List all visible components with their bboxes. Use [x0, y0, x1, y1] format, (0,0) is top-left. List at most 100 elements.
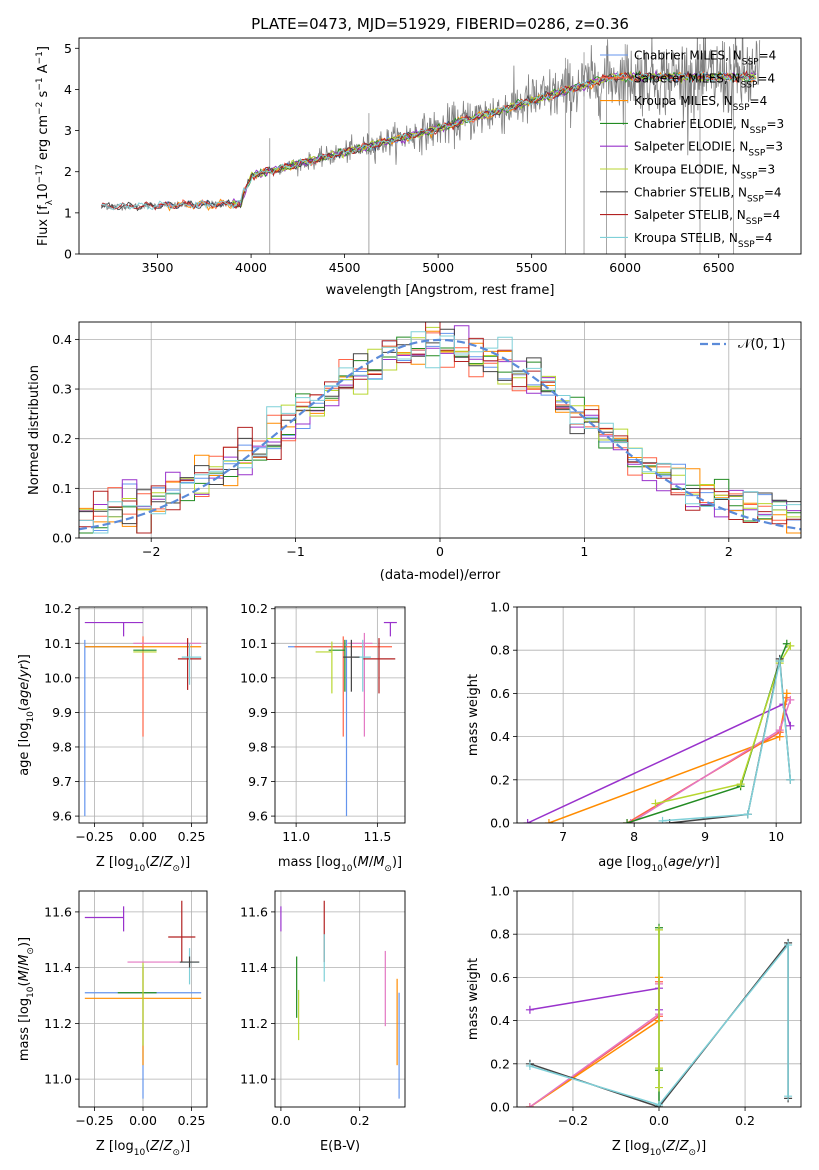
weight-marker: [655, 1100, 663, 1107]
y-tick-label: 9.9: [248, 705, 268, 720]
plot-area: [288, 621, 397, 817]
legend-entry: Salpeter MILES, NSSP=4: [634, 71, 775, 90]
y-tick-label: 0.2: [52, 431, 72, 446]
plot-area: [84, 621, 202, 817]
weight-line-2: [529, 977, 660, 1107]
x-tick-label: 11.5: [363, 829, 391, 844]
y-tick-label: 0.0: [52, 531, 72, 546]
y-tick-label: 9.9: [52, 705, 72, 720]
y-tick-label: 9.7: [52, 774, 72, 789]
x-tick-label: 0: [436, 544, 444, 559]
x-tick-label: 5500: [516, 260, 548, 275]
y-tick-label: 1: [64, 205, 72, 220]
y-tick-label: 0.0: [490, 1100, 510, 1115]
x-tick-label: −0.2: [558, 1113, 588, 1128]
x-axis-label: Z [log10(Z/Z⊙)]: [96, 855, 190, 874]
x-tick-label: −0.25: [75, 829, 113, 844]
legend-entry: Kroupa ELODIE, NSSP=3: [634, 163, 775, 182]
x-tick-label: 1: [580, 544, 588, 559]
weight-marker: [523, 819, 532, 823]
y-tick-label: 0.6: [490, 970, 510, 985]
weight-line-4: [626, 643, 788, 823]
weight-marker: [655, 925, 663, 934]
y-tick-label: 0.4: [490, 729, 510, 744]
weight-marker: [786, 721, 795, 730]
y-tick-label: 11.6: [44, 904, 72, 919]
legend-entry: Chabrier MILES, NSSP=4: [634, 49, 776, 68]
weight-marker: [786, 775, 795, 784]
model-line-3: [232, 70, 757, 204]
y-tick-label: 9.8: [248, 739, 268, 754]
x-tick-label: 3500: [142, 260, 174, 275]
y-tick-label: 0.2: [490, 1056, 510, 1071]
observed-spectrum: [101, 38, 761, 211]
y-tick-label: 10.0: [240, 670, 268, 685]
y-tick-label: 11.4: [44, 960, 72, 975]
weight-line-5: [655, 645, 791, 805]
y-tick-label: 5: [64, 41, 72, 56]
x-tick-label: 0.2: [735, 1113, 755, 1128]
x-tick-label: 0.00: [129, 1113, 157, 1128]
y-tick-label: 4: [64, 82, 72, 97]
errorbar-point-0: [288, 639, 348, 817]
plot-area: [523, 639, 795, 823]
x-tick-label: 9: [701, 829, 709, 844]
axes-frame: [78, 37, 802, 255]
y-tick-label: 0.0: [490, 816, 510, 831]
chart-6: 0.0 0.2 11.0 11.2 11.4 11.6 E(B-V): [240, 890, 406, 1154]
x-axis-label: age [log10(age/yr)]: [598, 855, 720, 874]
y-tick-label: 9.6: [248, 809, 268, 824]
y-axis-label: mass weight: [466, 958, 481, 1040]
errorbar-point-2: [328, 639, 346, 692]
hist-step-8: [79, 331, 801, 534]
x-tick-label: 6500: [703, 260, 735, 275]
chart-5: −0.25 0.00 0.25 11.0 11.2 11.4 11.6 Z [log10(Z/…: [17, 890, 208, 1158]
x-axis-label: (data-model)/error: [380, 568, 501, 583]
weight-marker: [743, 810, 752, 819]
y-tick-label: 0.1: [52, 481, 72, 496]
y-tick-label: 9.8: [52, 739, 72, 754]
plot-area: [84, 900, 202, 1099]
errorbar-point-3: [315, 641, 333, 694]
y-tick-label: 11.6: [240, 904, 268, 919]
x-tick-label: 5000: [422, 260, 454, 275]
weight-marker: [525, 1061, 534, 1070]
chart-4: 7 8 9 10 0.0 0.2 0.4 0.6 0.8 1.0 age [log10(age/yr…: [466, 600, 802, 874]
axes-frame: [78, 606, 208, 824]
y-tick-label: 0.8: [490, 927, 510, 942]
x-tick-label: 11.0: [282, 829, 310, 844]
x-tick-label: 10: [768, 829, 784, 844]
weight-line-7: [662, 660, 792, 822]
x-tick-label: 0.2: [350, 1113, 370, 1128]
weight-marker: [775, 726, 784, 735]
chart-7: −0.2 0.0 0.2 0.0 0.2 0.4 0.6 0.8 1.0 Z [log10(Z/Z…: [466, 884, 802, 1158]
x-tick-label: 0.00: [129, 829, 157, 844]
x-tick-label: −0.25: [75, 1113, 113, 1128]
x-tick-label: 8: [630, 829, 638, 844]
x-axis-label: E(B-V): [320, 1139, 360, 1154]
x-tick-label: 2: [725, 544, 733, 559]
chart-2: −0.25 0.00 0.25 9.6 9.7 9.8 9.9 10.0 10.1 10.2 Z […: [17, 601, 208, 874]
x-tick-label: 4000: [235, 260, 267, 275]
weight-marker: [782, 689, 791, 698]
y-tick-label: 11.2: [240, 1016, 268, 1031]
y-tick-label: 0.6: [490, 686, 510, 701]
x-tick-label: 4500: [329, 260, 361, 275]
legend-entry: Chabrier ELODIE, NSSP=3: [634, 117, 784, 136]
y-tick-label: 3: [64, 123, 72, 138]
legend-entry: Salpeter STELIB, NSSP=4: [634, 208, 780, 227]
weight-marker: [786, 641, 795, 650]
hist-step-7: [79, 322, 801, 534]
weight-marker: [775, 657, 784, 665]
x-axis-label: Z [log10(Z/Z⊙)]: [96, 1139, 190, 1158]
weight-marker: [651, 799, 660, 808]
y-tick-label: 11.2: [44, 1016, 72, 1031]
errorbar-point-5: [383, 621, 397, 637]
y-axis-label: mass [log10(M/M⊙)]: [17, 937, 36, 1061]
y-tick-label: 11.0: [44, 1072, 72, 1087]
axes-frame: [78, 321, 802, 539]
y-tick-label: 11.4: [240, 960, 268, 975]
y-tick-label: 9.6: [52, 809, 72, 824]
weight-marker: [784, 1092, 793, 1101]
weight-marker: [655, 1064, 663, 1073]
